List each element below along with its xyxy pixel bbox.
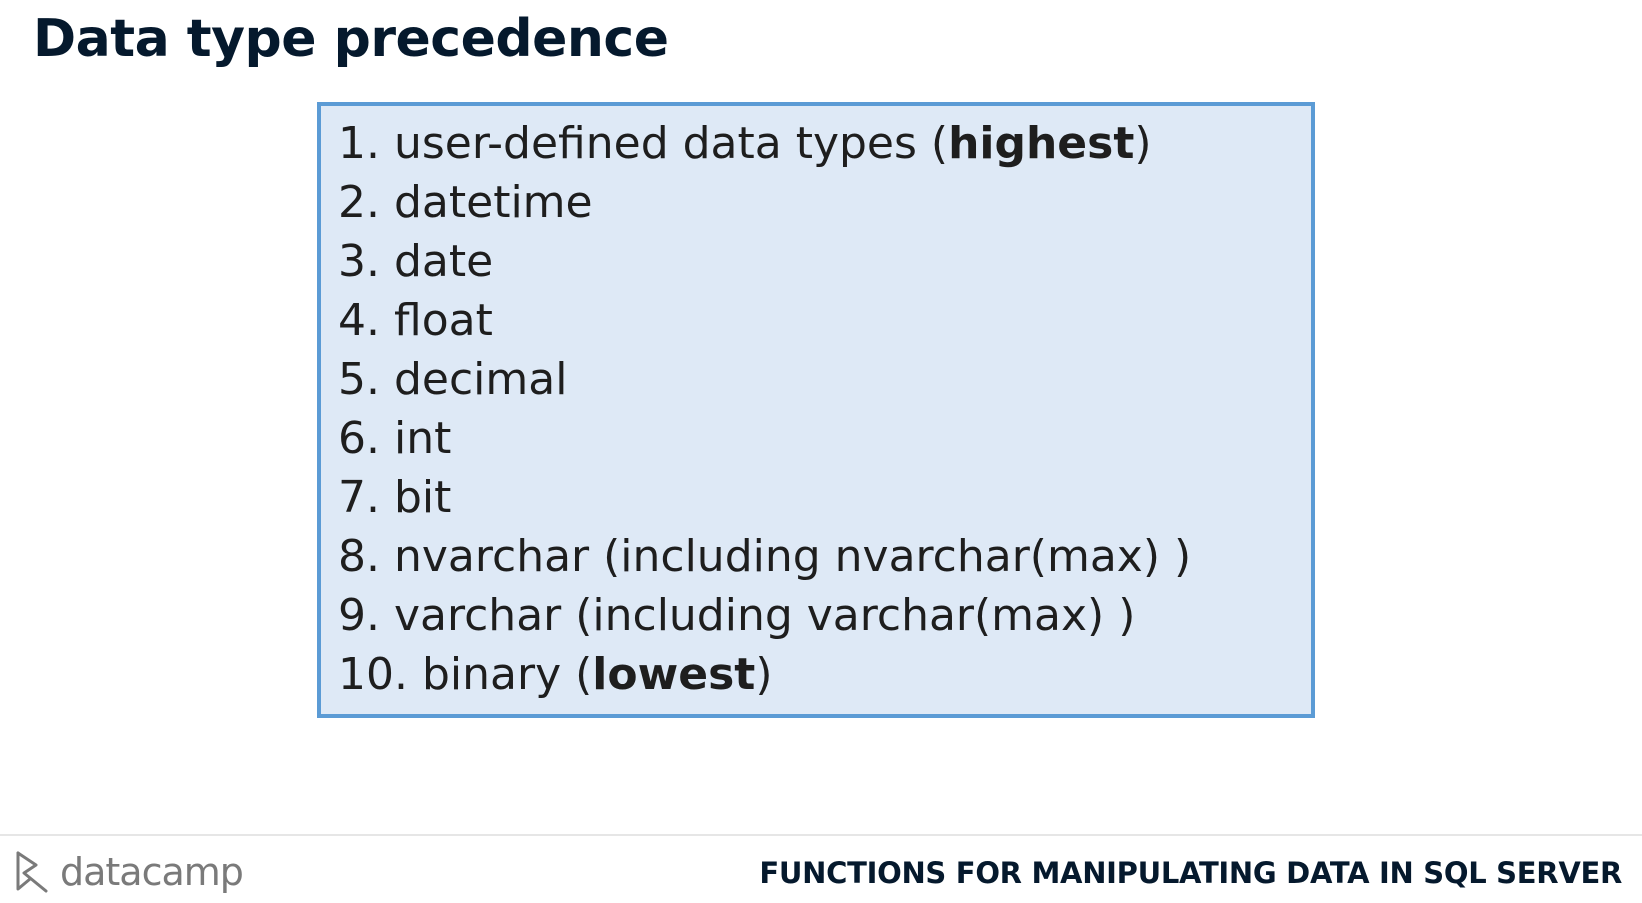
item-rank: 9. [338, 590, 380, 641]
item-text: bit [393, 472, 452, 523]
item-text: datetime [393, 177, 593, 228]
list-item: 7. bit [338, 468, 1311, 527]
item-text: decimal [393, 354, 568, 405]
item-rank: 7. [338, 472, 380, 523]
item-rank: 5. [338, 354, 380, 405]
item-rank: 2. [338, 177, 380, 228]
item-rank: 3. [338, 236, 380, 287]
precedence-list: 1. user-defined data types (highest) 2. da… [338, 114, 1311, 704]
item-text: user-defined data types ( [393, 118, 949, 169]
item-rank: 4. [338, 295, 380, 346]
list-item: 9. varchar (including varchar(max) ) [338, 586, 1311, 645]
item-emphasis: lowest [592, 649, 756, 700]
list-item: 8. nvarchar (including nvarchar(max) ) [338, 527, 1311, 586]
item-text: varchar (including varchar(max) ) [393, 590, 1136, 641]
list-item: 5. decimal [338, 350, 1311, 409]
list-item: 2. datetime [338, 173, 1311, 232]
item-text: float [393, 295, 493, 346]
item-text: binary ( [421, 649, 593, 700]
list-item: 3. date [338, 232, 1311, 291]
item-suffix: ) [755, 649, 773, 700]
item-text: int [393, 413, 452, 464]
slide-title: Data type precedence [33, 9, 669, 69]
datacamp-logo-icon [14, 849, 50, 895]
item-suffix: ) [1134, 118, 1152, 169]
precedence-box: 1. user-defined data types (highest) 2. da… [317, 102, 1315, 718]
item-rank: 6. [338, 413, 380, 464]
list-item: 4. float [338, 291, 1311, 350]
list-item: 6. int [338, 409, 1311, 468]
item-rank: 1. [338, 118, 380, 169]
item-rank: 8. [338, 531, 380, 582]
item-text: nvarchar (including nvarchar(max) ) [393, 531, 1192, 582]
list-item: 10. binary (lowest) [338, 645, 1311, 704]
list-item: 1. user-defined data types (highest) [338, 114, 1311, 173]
datacamp-logo-text: datacamp [60, 850, 244, 894]
item-emphasis: highest [948, 118, 1135, 169]
footer-divider [0, 834, 1642, 836]
course-title: FUNCTIONS FOR MANIPULATING DATA IN SQL S… [759, 856, 1622, 890]
item-rank: 10. [338, 649, 408, 700]
item-text: date [393, 236, 494, 287]
datacamp-logo: datacamp [14, 848, 244, 896]
